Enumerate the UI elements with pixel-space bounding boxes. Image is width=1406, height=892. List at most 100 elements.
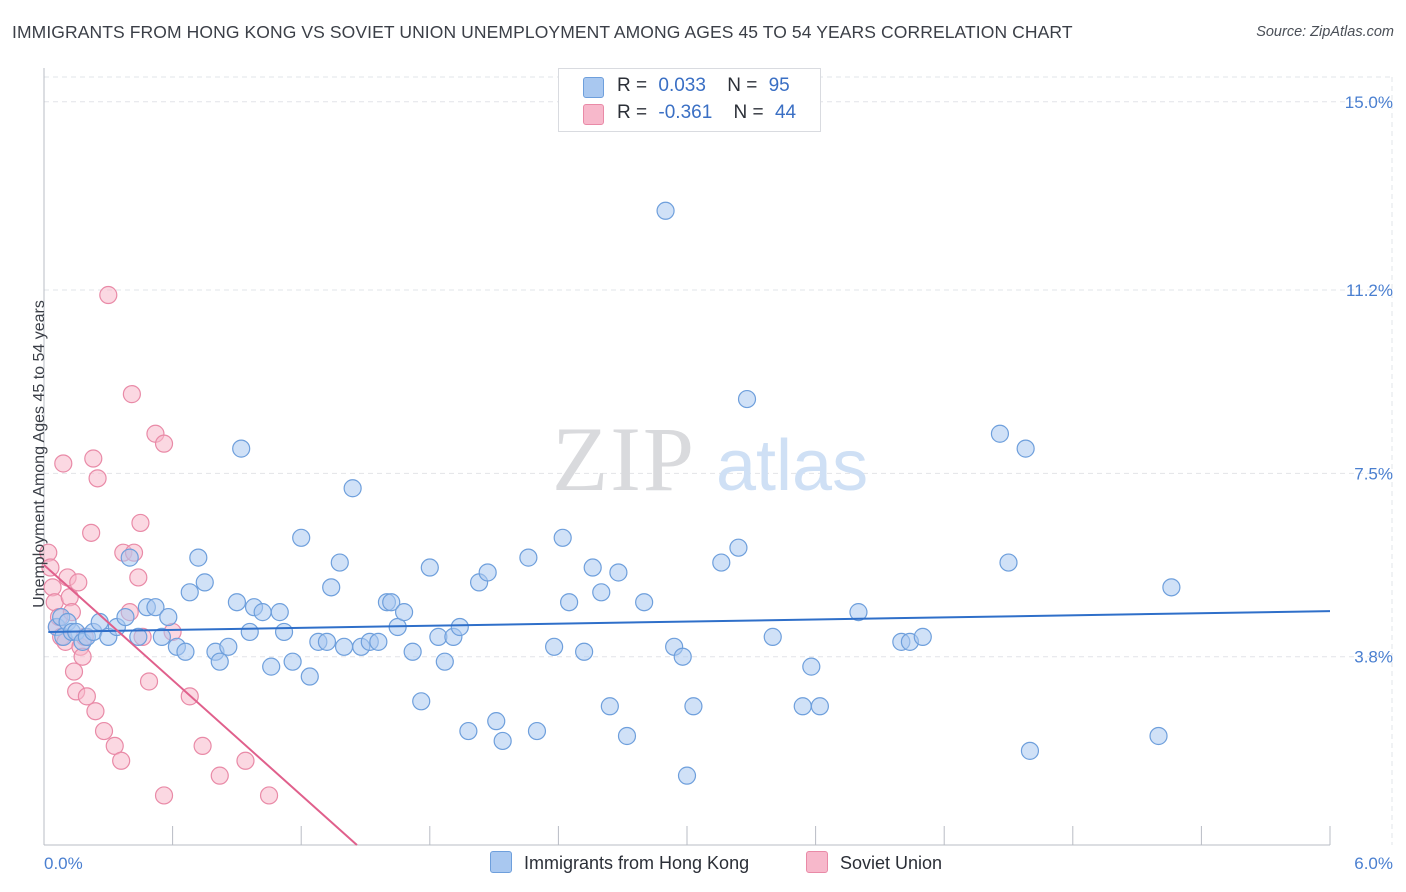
hong-kong-point [195, 573, 214, 592]
hong-kong-point [317, 632, 337, 651]
bottom-legend-swatch-pink [806, 851, 828, 873]
hong-kong-point [592, 583, 611, 602]
hong-kong-point [575, 642, 594, 661]
source-label: Source: ZipAtlas.com [1256, 24, 1394, 40]
hong-kong-point [1162, 578, 1181, 597]
hong-kong-point [189, 548, 208, 567]
hong-kong-point [600, 697, 619, 716]
hong-kong-point [146, 598, 165, 617]
hong-kong-point [292, 528, 311, 547]
legend-r-label-2: R = [617, 102, 648, 123]
hong-kong-point [394, 603, 414, 622]
hong-kong-point [210, 652, 229, 671]
hong-kong-point [635, 593, 654, 612]
hong-kong-point [493, 731, 512, 751]
hong-kong-point [545, 637, 564, 656]
hong-kong-point [180, 583, 199, 602]
hong-kong-point [227, 593, 246, 612]
hong-kong-point [737, 389, 757, 409]
soviet-union-point [154, 434, 174, 453]
hong-kong-point [412, 692, 431, 711]
hong-kong-point [159, 607, 178, 627]
hong-kong-point [999, 553, 1018, 572]
axes [43, 68, 1331, 846]
hong-kong-point [300, 667, 319, 686]
soviet-union-point [54, 454, 73, 473]
hong-kong-point [560, 593, 579, 612]
soviet-union-point [64, 662, 84, 681]
soviet-union-point [86, 702, 105, 721]
hong-kong-point [712, 553, 731, 572]
soviet-union-points [39, 285, 279, 805]
hong-kong-point [274, 622, 294, 642]
hong-kong-point [253, 603, 272, 622]
legend-n-label-1: N = [727, 75, 758, 96]
hong-kong-point [487, 712, 506, 731]
y-tick-label: 11.2% [1346, 281, 1393, 300]
soviet-union-point [84, 449, 103, 468]
hong-kong-point [382, 593, 401, 612]
hong-kong-point [478, 563, 497, 582]
y-tick-label: 15.0% [1345, 93, 1393, 112]
soviet-union-point [112, 751, 131, 770]
hong-kong-point [1020, 741, 1040, 760]
watermark-atlas: atlas [716, 426, 868, 506]
soviet-union-point [77, 687, 96, 706]
legend-swatch-pink [583, 104, 604, 125]
hong-kong-points [47, 201, 1181, 785]
bottom-legend-label-hong-kong: Immigrants from Hong Kong [524, 853, 750, 873]
legend-n-label-2: N = [733, 102, 764, 123]
hong-kong-point [152, 627, 171, 646]
hong-kong-point [435, 652, 454, 671]
hong-kong-point [763, 627, 782, 646]
hong-kong-point [684, 697, 703, 716]
x-tick-label: 6.0% [1354, 854, 1393, 873]
hong-kong-point [527, 721, 547, 741]
hong-kong-point [120, 548, 139, 567]
hong-kong-point [1016, 439, 1035, 458]
soviet-union-point [41, 558, 60, 577]
trend-lines [43, 564, 1331, 846]
chart-title: IMMIGRANTS FROM HONG KONG VS SOVIET UNIO… [12, 22, 1073, 42]
hong-kong-point [913, 627, 932, 646]
soviet-union-point [210, 766, 229, 785]
soviet-union-point [60, 588, 79, 607]
hong-kong-point [116, 607, 135, 627]
watermark: ZIP atlas [552, 408, 868, 510]
bottom-legend-label-soviet-union: Soviet Union [840, 853, 943, 873]
hong-kong-point [322, 578, 341, 597]
hong-kong-point [232, 439, 251, 458]
y-tick-label: 3.8% [1354, 648, 1393, 667]
hong-kong-point [656, 201, 675, 220]
bottom-legend-soviet-union: Soviet Union [806, 851, 942, 874]
hong-kong-point [1149, 726, 1168, 746]
hong-kong-point [802, 657, 821, 676]
soviet-union-trend-line [43, 564, 358, 846]
soviet-union-point [193, 736, 212, 756]
hong-kong-point [240, 622, 259, 642]
y-tick-label: 7.5% [1354, 464, 1393, 483]
hong-kong-trend-line [48, 610, 1331, 633]
hong-kong-point [617, 726, 637, 746]
soviet-union-point [139, 672, 159, 691]
hong-kong-point [553, 528, 572, 547]
hong-kong-point [990, 424, 1010, 443]
legend-swatch-blue [583, 77, 604, 98]
soviet-union-point [82, 523, 101, 542]
hong-kong-point [810, 697, 829, 716]
hong-kong-point [343, 479, 362, 498]
hong-kong-point [583, 558, 602, 577]
soviet-union-point [94, 721, 114, 741]
hong-kong-point [609, 563, 628, 582]
x-tick-label: 0.0% [44, 854, 83, 873]
soviet-union-point [122, 385, 141, 404]
hong-kong-point [334, 637, 354, 656]
legend-r-value-1: 0.033 [658, 75, 706, 96]
bottom-legend-hong-kong: Immigrants from Hong Kong [490, 851, 749, 874]
hong-kong-point [403, 642, 422, 661]
hong-kong-point [270, 603, 289, 622]
hong-kong-point [129, 627, 148, 646]
bottom-legend-swatch-blue [490, 851, 512, 873]
hong-kong-point [176, 642, 195, 661]
